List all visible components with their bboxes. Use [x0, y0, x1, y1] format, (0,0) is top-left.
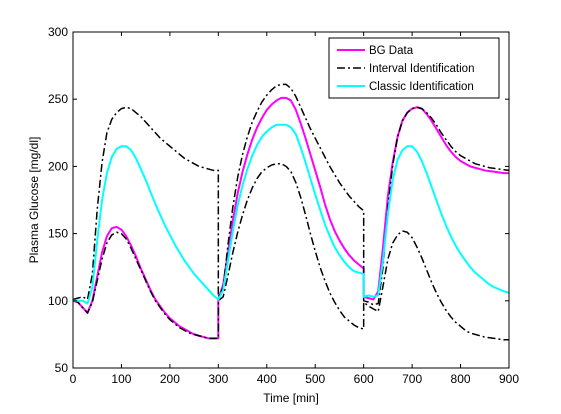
- series-line-2: [72, 162, 509, 341]
- x-tick-label: 700: [402, 372, 422, 386]
- y-tick-label: 50: [55, 361, 69, 375]
- plot-area: [72, 31, 510, 369]
- x-tick-label: 800: [451, 372, 471, 386]
- x-tick-label: 600: [354, 372, 374, 386]
- x-tick-label: 400: [257, 372, 277, 386]
- x-tick-label: 100: [111, 372, 131, 386]
- legend-entry-label: Classic Identification: [369, 81, 474, 93]
- y-axis-ticks: 50 100 150 200 250 300: [48, 25, 509, 375]
- x-tick-label: 0: [70, 372, 77, 386]
- series-line-0: [72, 96, 509, 340]
- y-tick-label: 300: [48, 25, 68, 39]
- legend-entry-label: Interval Identification: [369, 63, 474, 75]
- x-axis-ticks: 0 100 200 300 400 500 600 700 800 900: [70, 32, 519, 386]
- y-tick-label: 100: [48, 294, 68, 308]
- x-tick-label: 900: [499, 372, 519, 386]
- y-tick-label: 150: [48, 227, 68, 241]
- y-tick-label: 200: [48, 159, 68, 173]
- x-axis-label: Time [min]: [263, 391, 319, 405]
- series-line-1: [72, 83, 510, 306]
- legend: BG Data Interval Identification Classic Id…: [328, 37, 500, 99]
- y-tick-label: 250: [48, 92, 68, 106]
- legend-entry-label: BG Data: [369, 45, 414, 57]
- x-tick-label: 300: [208, 372, 228, 386]
- axes-box: [72, 31, 510, 369]
- series-line-3: [73, 123, 510, 305]
- y-axis-label: Plasma Glucose [mg/dl]: [27, 137, 41, 264]
- x-tick-label: 500: [305, 372, 325, 386]
- x-tick-label: 200: [160, 372, 180, 386]
